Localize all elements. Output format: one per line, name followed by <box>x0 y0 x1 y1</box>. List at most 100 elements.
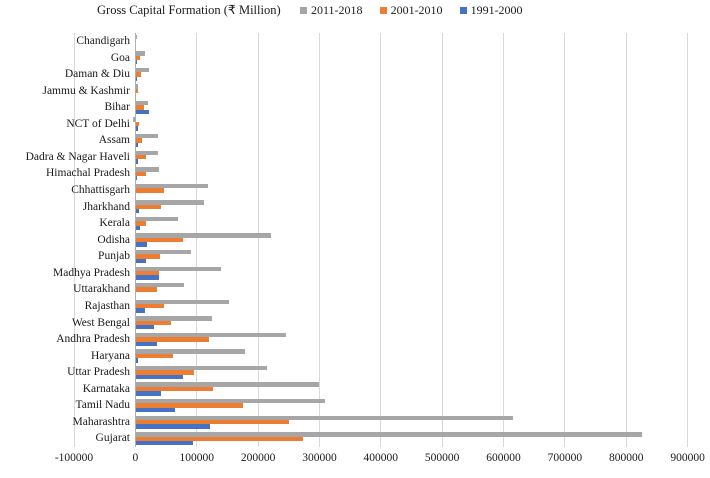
bar-1991-2000 <box>135 308 145 313</box>
category-label: NCT of Delhi <box>66 117 130 130</box>
bar-1991-2000 <box>135 440 194 446</box>
x-tick-label: 300000 <box>302 452 337 464</box>
bar-1991-2000 <box>135 325 155 330</box>
category-label: West Bengal <box>71 316 130 329</box>
legend-item-2001-2010[interactable]: 2001-2010 <box>379 3 443 18</box>
bar-2011-2018 <box>135 134 158 139</box>
legend-item-2011-2018[interactable]: 2011-2018 <box>300 3 363 18</box>
category-label: Madhya Pradesh <box>53 266 130 279</box>
x-tick-label: -100000 <box>54 452 94 464</box>
bar-2001-2010 <box>135 419 290 425</box>
category-label: Punjab <box>98 250 130 263</box>
x-tick-label: 700000 <box>547 452 583 464</box>
category-label: Chhattisgarh <box>71 184 130 197</box>
bar-1991-2000 <box>135 126 139 131</box>
category-label: Daman & Diu <box>64 68 130 81</box>
bar-2001-2010 <box>135 237 183 243</box>
bar-2001-2010 <box>135 353 174 359</box>
gridline <box>687 33 689 447</box>
bar-2011-2018 <box>135 365 267 371</box>
category-label: Maharashtra <box>72 415 130 428</box>
category-label: Jharkhand <box>82 200 130 213</box>
bar-2011-2018 <box>135 316 213 321</box>
x-tick-label: 200000 <box>240 452 276 464</box>
gridline <box>318 33 320 447</box>
x-tick-label: 600000 <box>486 452 521 464</box>
bar-2011-2018 <box>135 233 271 238</box>
legend-marker-icon <box>379 7 387 14</box>
gridline <box>196 33 198 447</box>
category-label: Uttarakhand <box>73 283 130 296</box>
bar-2011-2018 <box>135 34 138 40</box>
bar-2011-2018 <box>135 200 205 205</box>
x-tick-label: 100000 <box>179 452 214 464</box>
category-label: Kerala <box>99 217 130 230</box>
bar-2011-2018 <box>135 216 178 222</box>
category-label: Uttar Pradesh <box>67 366 130 379</box>
category-label: Bihar <box>104 101 130 114</box>
gridline <box>564 33 566 447</box>
bar-2001-2010 <box>135 72 142 77</box>
bar-2001-2010 <box>135 270 159 276</box>
bar-2001-2010 <box>135 105 144 110</box>
bar-2011-2018 <box>135 349 246 354</box>
bar-2011-2018 <box>135 100 149 106</box>
bar-1991-2000 <box>135 225 141 231</box>
category-label: Haryana <box>91 349 130 362</box>
bar-2011-2018 <box>135 249 191 255</box>
bar-2011-2018 <box>135 415 513 420</box>
bar-1991-2000 <box>135 76 137 81</box>
bar-2011-2018 <box>135 167 159 172</box>
legend: 2011-2018 2001-2010 1991-2000 <box>300 3 523 18</box>
bar-2011-2018 <box>135 266 221 271</box>
legend-label: 1991-2000 <box>470 3 523 17</box>
bar-2011-2018 <box>135 150 159 155</box>
bar-2011-2018 <box>135 183 208 189</box>
bar-2001-2010 <box>135 204 161 210</box>
bar-1991-2000 <box>135 159 138 164</box>
legend-item-1991-2000[interactable]: 1991-2000 <box>459 3 523 18</box>
bar-2011-2018 <box>135 399 325 404</box>
bar-2001-2010 <box>135 155 147 160</box>
bar-2001-2010 <box>135 436 303 441</box>
category-label: Odisha <box>97 233 130 246</box>
bar-2001-2010 <box>135 88 138 94</box>
bar-2001-2010 <box>135 121 140 127</box>
bar-2011-2018 <box>135 67 150 73</box>
bar-2011-2018 <box>132 117 136 122</box>
bar-2001-2010 <box>135 320 171 325</box>
bar-1991-2000 <box>135 142 138 148</box>
x-tick-label: 900000 <box>670 452 705 464</box>
bar-2001-2010 <box>135 254 160 259</box>
legend-label: 2011-2018 <box>311 3 363 17</box>
gridline <box>441 33 443 447</box>
category-label: Chandigarh <box>76 35 130 47</box>
gridline <box>73 33 75 447</box>
bar-2011-2018 <box>135 332 286 338</box>
gridline <box>380 33 382 447</box>
bar-2011-2018 <box>135 283 184 288</box>
bar-2001-2010 <box>135 386 214 392</box>
bar-2011-2018 <box>135 382 319 387</box>
category-label: Gujarat <box>95 432 130 445</box>
bar-2001-2010 <box>135 55 141 61</box>
category-label: Goa <box>110 51 130 64</box>
x-tick-label: 0 <box>132 452 139 464</box>
category-label: Himachal Pradesh <box>46 167 130 180</box>
bar-1991-2000 <box>135 341 158 346</box>
bar-2001-2010 <box>135 138 142 143</box>
value-axis-line <box>134 33 136 447</box>
bar-2011-2018 <box>135 51 146 56</box>
bar-2011-2018 <box>135 84 139 89</box>
bar-1991-2000 <box>135 175 138 181</box>
x-tick-label: 800000 <box>608 452 644 464</box>
bar-1991-2000 <box>135 258 146 264</box>
bar-2001-2010 <box>135 188 165 193</box>
legend-marker-icon <box>459 7 467 14</box>
bar-2001-2010 <box>135 221 147 226</box>
bar-2001-2010 <box>135 337 209 342</box>
category-label: Dadra & Nagar Haveli <box>25 150 130 163</box>
category-label: Assam <box>98 134 130 147</box>
bar-1991-2000 <box>135 424 210 429</box>
